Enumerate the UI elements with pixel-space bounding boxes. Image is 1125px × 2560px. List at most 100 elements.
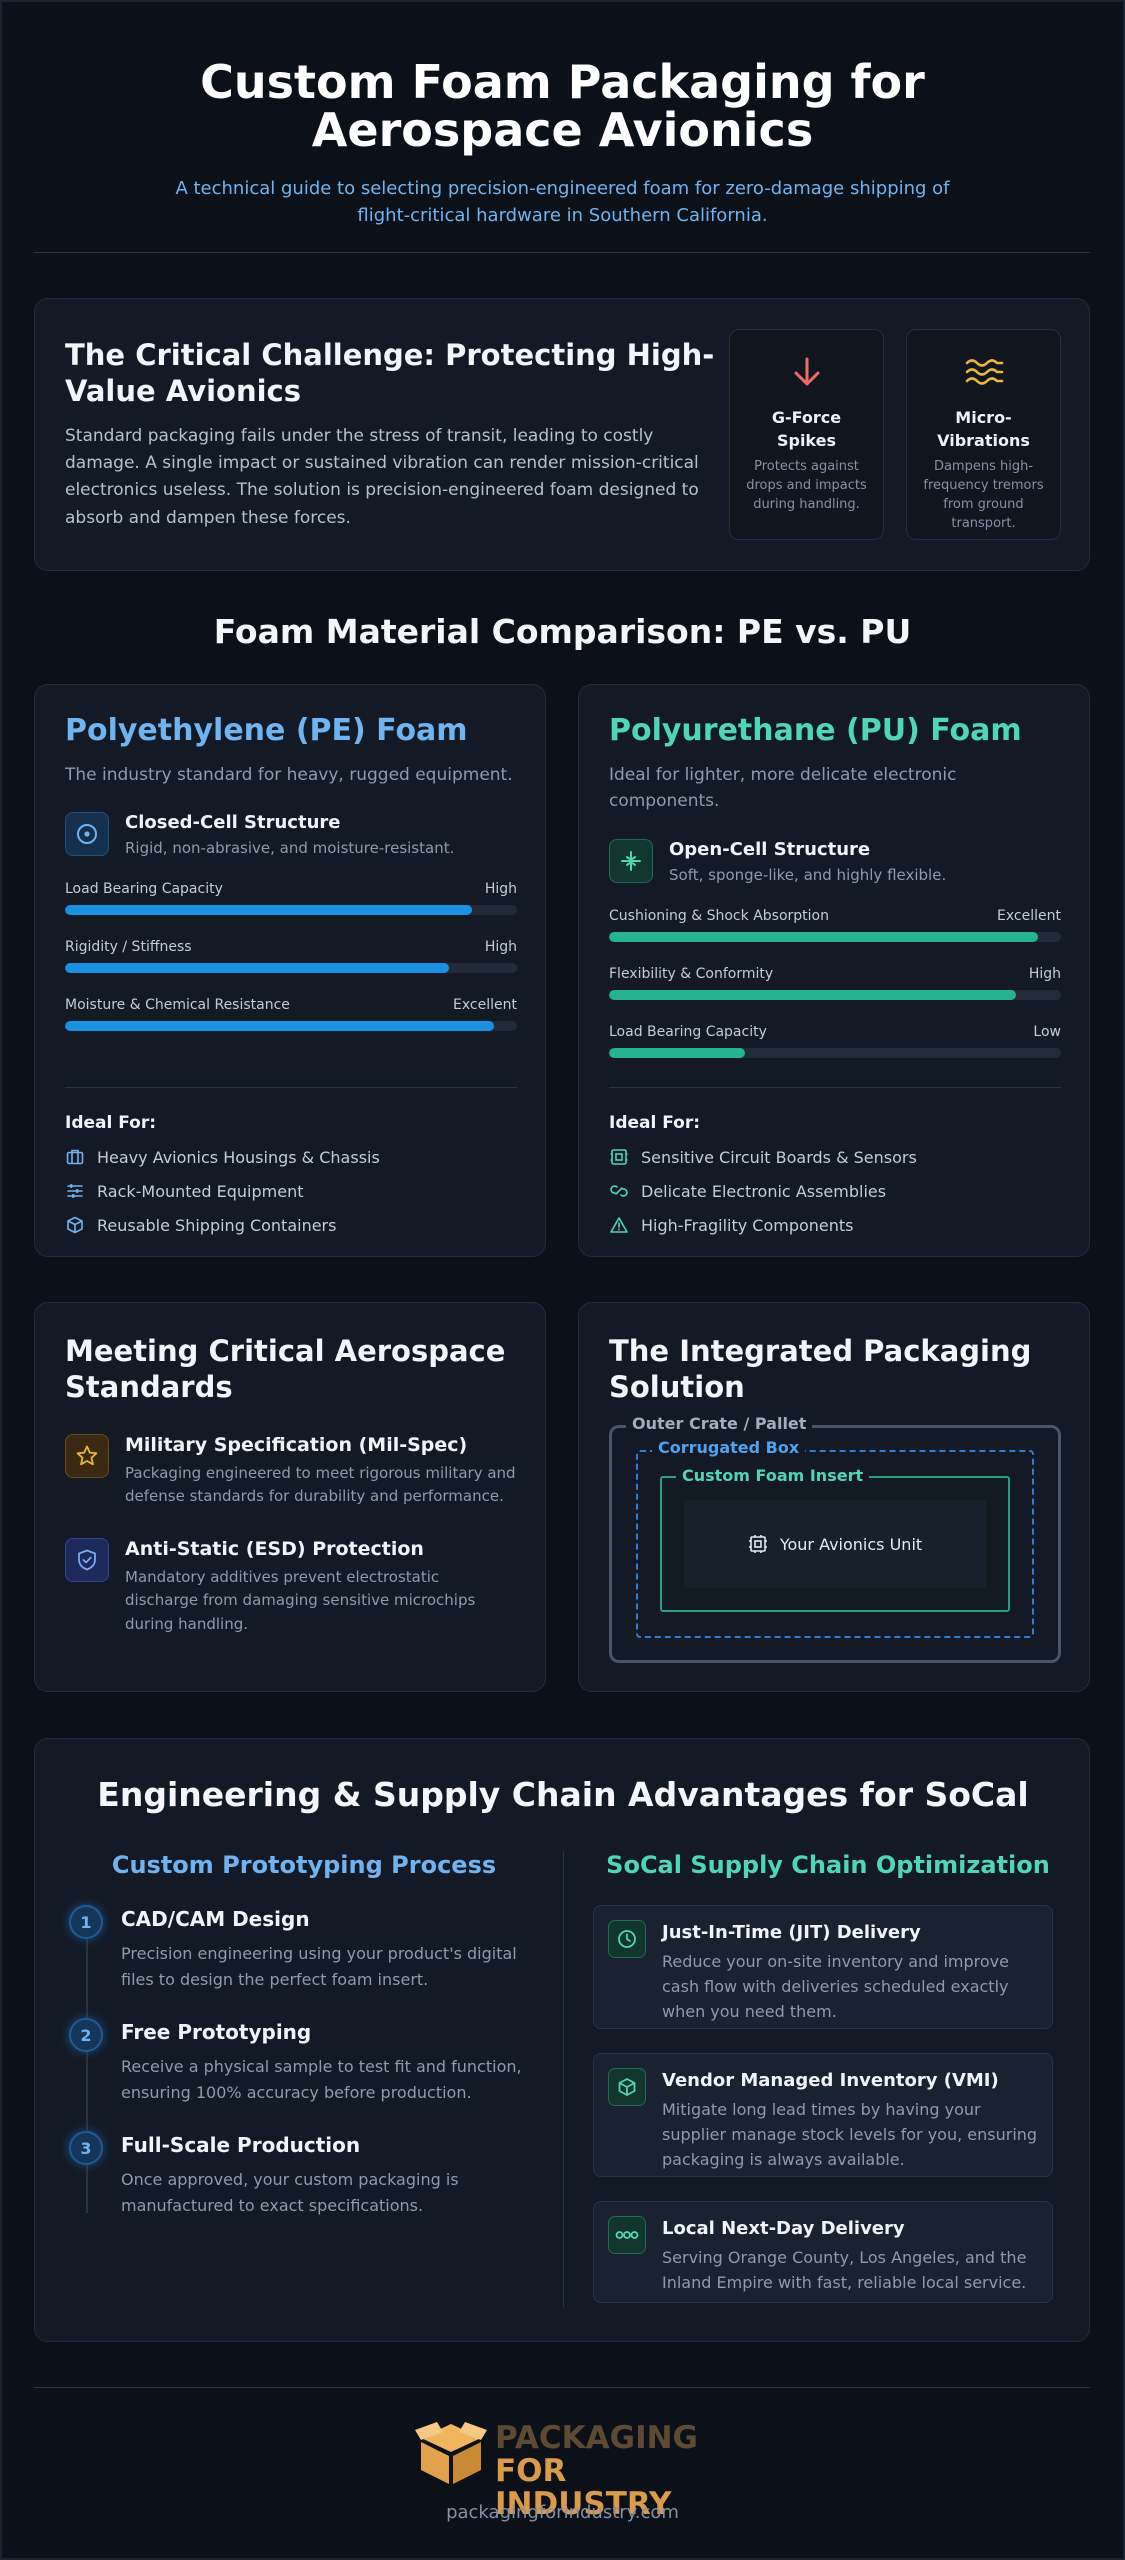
supply-card-vmi: Vendor Managed Inventory (VMI) Mitigate … bbox=[593, 2053, 1053, 2177]
foam-insert-label: Custom Foam Insert bbox=[676, 1466, 870, 1485]
page-subtitle: A technical guide to selecting precision… bbox=[175, 177, 950, 226]
step-title: Full-Scale Production bbox=[121, 2133, 361, 2157]
pu-metric: Cushioning & Shock Absorption Excellent bbox=[609, 908, 1061, 942]
logo-text-line1: PACKAGING bbox=[495, 2420, 698, 2456]
supply-desc: Mitigate long lead times by having your … bbox=[662, 2100, 1038, 2169]
step-desc: Precision engineering using your product… bbox=[121, 1944, 517, 1989]
page-header: Custom Foam Packaging for Aerospace Avio… bbox=[0, 58, 1125, 229]
shield-check-icon bbox=[65, 1538, 109, 1582]
truck-dots-icon bbox=[608, 2216, 646, 2254]
star-icon bbox=[65, 1433, 109, 1478]
pe-ideal-heading: Ideal For: bbox=[65, 1113, 157, 1133]
pe-feature-title: Closed-Cell Structure bbox=[125, 812, 341, 834]
pu-foam-name: Polyurethane (PU) Foam bbox=[609, 713, 1022, 748]
pu-feature-title: Open-Cell Structure bbox=[669, 838, 871, 860]
standard-title: Anti-Static (ESD) Protection bbox=[125, 1538, 424, 1560]
box-icon bbox=[608, 2068, 646, 2106]
metric-rating: Excellent bbox=[997, 907, 1061, 924]
supply-title: Local Next-Day Delivery bbox=[662, 2218, 905, 2239]
circuit-board-icon bbox=[609, 1147, 629, 1167]
metric-label: Cushioning & Shock Absorption bbox=[609, 907, 829, 924]
supply-title: Vendor Managed Inventory (VMI) bbox=[662, 2070, 999, 2091]
pu-feature: Open-Cell Structure Soft, sponge-like, a… bbox=[609, 838, 1061, 884]
warning-triangle-icon bbox=[609, 1215, 629, 1235]
pu-foam-card: Polyurethane (PU) Foam Ideal for lighter… bbox=[578, 684, 1090, 1257]
step-desc: Receive a physical sample to test fit an… bbox=[121, 2057, 522, 2102]
pe-foam-desc: The industry standard for heavy, rugged … bbox=[65, 765, 513, 785]
metric-label: Load Bearing Capacity bbox=[609, 1023, 767, 1040]
vibration-waves-icon bbox=[907, 350, 1060, 394]
step-title: CAD/CAM Design bbox=[121, 1907, 310, 1931]
metric-label: Rigidity / Stiffness bbox=[65, 939, 192, 956]
pu-ideal-item: Delicate Electronic Assemblies bbox=[609, 1181, 1061, 1201]
supply-desc: Serving Orange County, Los Angeles, and … bbox=[662, 2248, 1027, 2292]
pu-divider bbox=[609, 1087, 1061, 1088]
outer-crate-label: Outer Crate / Pallet bbox=[626, 1414, 813, 1433]
avionics-unit: Your Avionics Unit bbox=[684, 1500, 986, 1588]
pu-metric: Flexibility & Conformity High bbox=[609, 966, 1061, 1000]
g-force-title: G-Force Spikes bbox=[771, 408, 842, 451]
micro-vibration-card: Micro-Vibrations Dampens high-frequency … bbox=[906, 329, 1061, 540]
footer-url[interactable]: packagingforindustry.com bbox=[446, 2502, 679, 2523]
supply-card-delivery: Local Next-Day Delivery Serving Orange C… bbox=[593, 2201, 1053, 2303]
micro-vibration-desc: Dampens high-frequency tremors from grou… bbox=[923, 459, 1044, 531]
pe-feature: Closed-Cell Structure Rigid, non-abrasiv… bbox=[65, 812, 517, 857]
metric-bar-fill bbox=[609, 1047, 745, 1058]
header-divider bbox=[34, 252, 1090, 253]
step-desc: Once approved, your custom packaging is … bbox=[121, 2170, 459, 2215]
advantages-title: Engineering & Supply Chain Advantages fo… bbox=[97, 1775, 1029, 1814]
pe-ideal-item: Rack-Mounted Equipment bbox=[65, 1181, 517, 1201]
metric-rating: Excellent bbox=[453, 997, 517, 1014]
arrow-down-icon bbox=[730, 350, 883, 394]
standard-title: Military Specification (Mil-Spec) bbox=[125, 1433, 468, 1456]
logo-text-line2: FOR INDUSTRY bbox=[495, 2453, 672, 2522]
chassis-icon bbox=[65, 1147, 85, 1167]
supply-chain-title: SoCal Supply Chain Optimization bbox=[606, 1851, 1050, 1879]
pu-ideal-item: High-Fragility Components bbox=[609, 1215, 1061, 1235]
standard-desc: Mandatory additives prevent electrostati… bbox=[125, 1568, 476, 1633]
closed-cell-icon bbox=[65, 812, 109, 857]
challenge-text: Standard packaging fails under the stres… bbox=[65, 426, 699, 528]
challenge-title: The Critical Challenge: Protecting High-… bbox=[65, 338, 715, 409]
corrugated-box: Corrugated Box Custom Foam Insert Your A… bbox=[636, 1438, 1034, 1638]
standards-card: Meeting Critical Aerospace Standards Mil… bbox=[34, 1302, 546, 1692]
company-logo: PACKAGING FOR INDUSTRY bbox=[413, 2418, 713, 2521]
g-force-card: G-Force Spikes Protects against drops an… bbox=[729, 329, 884, 540]
corrugated-box-label: Corrugated Box bbox=[652, 1438, 806, 1457]
metric-label: Load Bearing Capacity bbox=[65, 881, 223, 898]
prototyping-title: Custom Prototyping Process bbox=[111, 1851, 497, 1879]
outer-crate: Outer Crate / Pallet Corrugated Box Cust… bbox=[609, 1414, 1061, 1663]
pe-ideal-item: Heavy Avionics Housings & Chassis bbox=[65, 1147, 517, 1167]
pe-metric: Load Bearing Capacity High bbox=[65, 881, 517, 916]
clock-icon bbox=[608, 1920, 646, 1958]
advantages-card: Engineering & Supply Chain Advantages fo… bbox=[34, 1738, 1090, 2342]
footer-divider bbox=[34, 2387, 1090, 2388]
metric-bar-fill bbox=[65, 1021, 495, 1032]
metric-label: Flexibility & Conformity bbox=[609, 965, 774, 982]
pu-metric: Load Bearing Capacity Low bbox=[609, 1024, 1061, 1058]
standard-item-esd: Anti-Static (ESD) Protection Mandatory a… bbox=[65, 1538, 517, 1636]
metric-bar-fill bbox=[609, 989, 1016, 1000]
pe-feature-desc: Rigid, non-abrasive, and moisture-resist… bbox=[125, 839, 455, 858]
standards-title: Meeting Critical Aerospace Standards bbox=[65, 1334, 506, 1405]
g-force-desc: Protects against drops and impacts durin… bbox=[746, 459, 867, 513]
pu-foam-desc: Ideal for lighter, more delicate electro… bbox=[609, 765, 957, 812]
challenge-card: The Critical Challenge: Protecting High-… bbox=[34, 298, 1090, 571]
pe-foam-card: Polyethylene (PE) Foam The industry stan… bbox=[34, 684, 546, 1257]
supply-title: Just-In-Time (JIT) Delivery bbox=[662, 1922, 921, 1943]
standard-item-milspec: Military Specification (Mil-Spec) Packag… bbox=[65, 1433, 517, 1509]
metric-rating: High bbox=[484, 881, 517, 898]
metric-bar-fill bbox=[65, 963, 450, 974]
cube-icon bbox=[65, 1215, 85, 1235]
metric-rating: Low bbox=[1033, 1023, 1061, 1040]
metric-bar-fill bbox=[65, 905, 472, 916]
pe-divider bbox=[65, 1087, 517, 1088]
standard-desc: Packaging engineered to meet rigorous mi… bbox=[125, 1463, 516, 1505]
pe-metric: Rigidity / Stiffness High bbox=[65, 939, 517, 974]
metric-rating: High bbox=[484, 939, 517, 956]
supply-card-jit: Just-In-Time (JIT) Delivery Reduce your … bbox=[593, 1905, 1053, 2029]
pe-ideal-item: Reusable Shipping Containers bbox=[65, 1215, 517, 1235]
column-divider bbox=[563, 1851, 564, 2307]
step-title: Free Prototyping bbox=[121, 2020, 312, 2044]
foam-insert: Custom Foam Insert Your Avionics Unit bbox=[660, 1466, 1010, 1612]
